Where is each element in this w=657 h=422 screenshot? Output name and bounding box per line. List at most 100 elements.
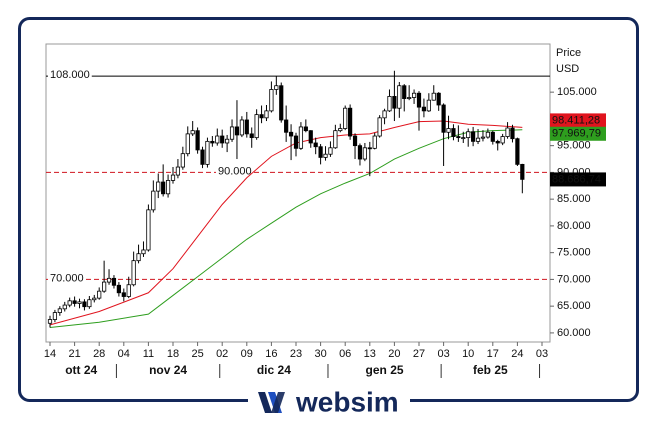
candle-body [77, 301, 82, 304]
logo-text: websim [295, 386, 399, 417]
y-tick-label: 95.000 [557, 140, 591, 152]
x-tick-label: 06 [339, 348, 351, 360]
x-tick-label: 09 [241, 348, 253, 360]
candle-body [471, 131, 476, 142]
candle-body [303, 126, 308, 132]
candle-body [451, 128, 456, 137]
candle-body [47, 319, 53, 324]
axis-title: USD [556, 63, 579, 75]
candle-body [343, 107, 348, 129]
candle-body [180, 153, 185, 168]
candle-body [87, 299, 92, 308]
month-label: gen 25 [366, 363, 404, 377]
x-tick-label: 13 [364, 348, 376, 360]
y-tick-label: 65.000 [557, 300, 591, 312]
candle-body [195, 130, 200, 151]
candle-body [436, 92, 441, 106]
candle-body [116, 284, 121, 294]
x-tick-label: 03 [536, 348, 548, 360]
candle-body [126, 284, 131, 297]
x-tick-label: 10 [462, 348, 474, 360]
candle-body [480, 136, 486, 139]
candle-body [466, 131, 471, 139]
x-tick-label: 20 [388, 348, 400, 360]
level-label: 108.000 [50, 69, 90, 81]
candle-body [485, 131, 490, 138]
month-label: nov 24 [149, 363, 187, 377]
candle-body [225, 138, 230, 144]
candle-body [200, 149, 205, 165]
candle-body [284, 119, 289, 133]
candle-body [62, 304, 67, 310]
candle-body [156, 181, 161, 192]
price-tag-label: 88.686,74 [552, 173, 601, 185]
candle-body [52, 312, 58, 320]
month-label: ott 24 [65, 363, 97, 377]
candle-body [348, 107, 353, 137]
candle-body [515, 138, 520, 165]
y-tick-label: 85.000 [557, 193, 591, 205]
candle-body [372, 135, 377, 149]
candle-body [505, 127, 510, 137]
x-tick-label: 24 [511, 348, 523, 360]
candle-body [190, 130, 195, 135]
y-tick-label: 80.000 [557, 220, 591, 232]
month-label: feb 25 [473, 363, 508, 377]
x-tick-label: 27 [413, 348, 425, 360]
y-tick-label: 70.000 [557, 273, 591, 285]
x-tick-label: 03 [437, 348, 449, 360]
candle-body [210, 140, 215, 144]
y-tick-label: 105.000 [557, 86, 597, 98]
candle-body [205, 140, 210, 165]
candle-body [382, 110, 387, 119]
candle-body [293, 135, 299, 149]
candle-body [456, 136, 461, 139]
candle-body [102, 281, 107, 292]
candle-body [313, 142, 318, 148]
candle-body [431, 92, 436, 101]
candle-body [121, 292, 126, 297]
candle-body [421, 106, 427, 112]
candle-body [402, 85, 407, 99]
candle-body [97, 290, 102, 299]
candle-body [357, 145, 363, 160]
candle-body [495, 140, 500, 144]
x-tick-label: 18 [167, 348, 179, 360]
candle-body [426, 99, 431, 112]
candle-body [229, 126, 235, 140]
candle-body [338, 128, 343, 132]
level-label: 70.000 [50, 272, 84, 284]
level-label-bg [48, 272, 86, 285]
x-tick-label: 14 [44, 348, 56, 360]
candle-body [362, 147, 367, 160]
candle-body [392, 96, 397, 109]
candle-body [288, 131, 294, 137]
candle-body [308, 130, 313, 144]
candle-body [352, 135, 358, 147]
price-tag [550, 126, 606, 141]
level-label-bg [216, 165, 254, 178]
candle-body [67, 300, 72, 306]
candle-body [82, 301, 87, 308]
candle-body [274, 85, 279, 90]
candle-body [397, 85, 402, 109]
candle-body [510, 127, 515, 140]
candle-body [151, 190, 156, 211]
axis-title: Price [556, 47, 581, 59]
chart: 60.000 65.000 70.000 75.000 80.000 85.000 90.0… [44, 47, 606, 378]
candle-body [185, 133, 190, 155]
price-tag [550, 113, 606, 128]
x-tick-label: 04 [118, 348, 130, 360]
candle-body [269, 89, 274, 112]
ma-line [49, 120, 523, 326]
x-tick-label: 17 [487, 348, 499, 360]
candle-body [92, 297, 97, 301]
price-tag [550, 172, 606, 187]
candle-body [461, 137, 466, 140]
candle-body [161, 181, 166, 195]
candle-body [141, 249, 146, 255]
candle-body [220, 135, 225, 144]
candle-body [387, 96, 392, 112]
candle-body [318, 146, 323, 158]
